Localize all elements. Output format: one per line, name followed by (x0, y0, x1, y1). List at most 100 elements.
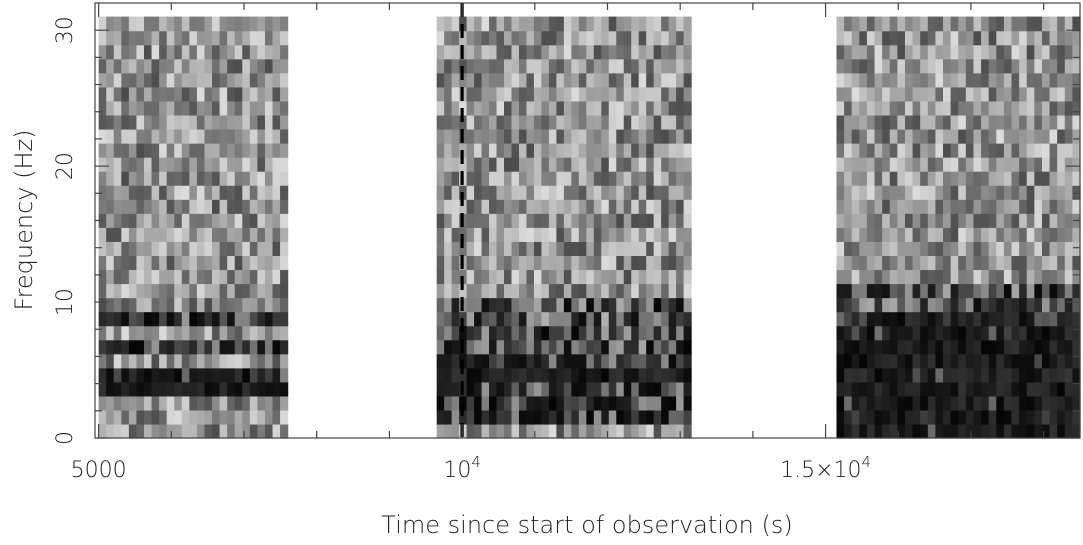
heatmap-cell (227, 255, 236, 271)
heatmap-cell (965, 311, 975, 327)
heatmap-cell (904, 143, 914, 158)
heatmap-cell (504, 283, 513, 299)
heatmap-cell (965, 100, 975, 116)
heatmap-cell (981, 423, 990, 439)
heatmap-cell (1064, 367, 1073, 383)
heatmap-cell (136, 213, 145, 228)
heatmap-cell (1034, 353, 1043, 369)
heatmap-cell (189, 100, 198, 116)
heatmap-cell (668, 297, 677, 313)
heatmap-cell (608, 409, 617, 425)
heatmap-cell (257, 395, 266, 411)
heatmap-cell (280, 213, 289, 228)
heatmap-cell (943, 353, 952, 369)
heatmap-cell (280, 143, 289, 158)
heatmap-cell (653, 269, 662, 285)
heatmap-cell (174, 381, 183, 397)
heatmap-cell (121, 325, 130, 341)
heatmap-cell (653, 255, 662, 271)
heatmap-cell (541, 199, 550, 214)
heatmap-cell (578, 72, 587, 88)
heatmap-cell (844, 58, 853, 74)
heatmap-cell (1049, 311, 1058, 327)
heatmap-cell (571, 72, 580, 88)
heatmap-cell (981, 353, 990, 369)
heatmap-cell (943, 409, 952, 425)
heatmap-cell (874, 44, 883, 60)
heatmap-cell (981, 269, 990, 285)
heatmap-cell (851, 269, 860, 285)
heatmap-cell (518, 353, 528, 369)
heatmap-cell (204, 157, 213, 172)
heatmap-cell (578, 423, 587, 439)
heatmap-cell (683, 30, 692, 46)
heatmap-cell (981, 409, 990, 425)
heatmap-cell (159, 227, 168, 242)
heatmap-cell (981, 213, 990, 228)
heatmap-cell (128, 213, 138, 228)
heatmap-cell (113, 16, 122, 32)
heatmap-cell (144, 143, 153, 158)
heatmap-cell (859, 86, 868, 102)
heatmap-cell (1003, 157, 1013, 172)
heatmap-cell (98, 255, 107, 271)
heatmap-cell (1026, 143, 1035, 158)
heatmap-cell (844, 423, 853, 439)
heatmap-cell (935, 311, 944, 327)
heatmap-cell (1041, 339, 1051, 355)
heatmap-cell (548, 72, 557, 88)
heatmap-cell (234, 353, 243, 369)
heatmap-cell (859, 16, 868, 32)
heatmap-cell (481, 213, 490, 228)
heatmap-cell (249, 339, 258, 355)
heatmap-cell (204, 128, 213, 144)
heatmap-cell (996, 72, 1005, 88)
heatmap-cell (174, 16, 183, 32)
heatmap-cell (882, 325, 891, 341)
heatmap-cell (489, 213, 498, 228)
heatmap-cell (973, 44, 982, 60)
heatmap-cell (128, 128, 138, 144)
heatmap-cell (950, 325, 959, 341)
heatmap-cell (481, 367, 490, 383)
heatmap-cell (496, 128, 505, 144)
heatmap-cell (1034, 16, 1043, 32)
heatmap-cell (866, 423, 876, 439)
heatmap-cell (466, 381, 475, 397)
heatmap-cell (973, 185, 982, 200)
heatmap-cell (189, 367, 198, 383)
heatmap-cell (616, 16, 625, 32)
heatmap-cell (897, 58, 906, 74)
heatmap-cell (904, 269, 914, 285)
heatmap-cell (1072, 353, 1081, 369)
heatmap-cell (474, 353, 483, 369)
heatmap-cell (496, 72, 505, 88)
heatmap-cell (676, 114, 685, 130)
heatmap-cell (280, 283, 289, 299)
heatmap-cell (242, 114, 251, 130)
heatmap-cell (912, 213, 921, 228)
heatmap-cell (526, 297, 535, 313)
heatmap-cell (646, 283, 655, 299)
heatmap-cell (836, 86, 845, 102)
spectrogram-segment-1 (98, 16, 289, 439)
heatmap-cell (227, 128, 236, 144)
heatmap-cell (836, 283, 845, 299)
heatmap-cell (988, 297, 997, 313)
heatmap-cell (943, 227, 952, 242)
heatmap-cell (638, 16, 647, 32)
heatmap-cell (518, 381, 528, 397)
heatmap-cell (159, 213, 168, 228)
heatmap-cell (638, 58, 647, 74)
heatmap-cell (1064, 409, 1073, 425)
heatmap-cell (1064, 143, 1073, 158)
heatmap-cell (451, 255, 460, 271)
heatmap-cell (661, 30, 670, 46)
heatmap-cell (181, 86, 190, 102)
heatmap-cell (518, 283, 528, 299)
heatmap-cell (249, 199, 258, 214)
heatmap-cell (593, 157, 602, 172)
heatmap-cell (927, 311, 937, 327)
heatmap-cell (489, 171, 498, 186)
heatmap-cell (159, 269, 168, 285)
